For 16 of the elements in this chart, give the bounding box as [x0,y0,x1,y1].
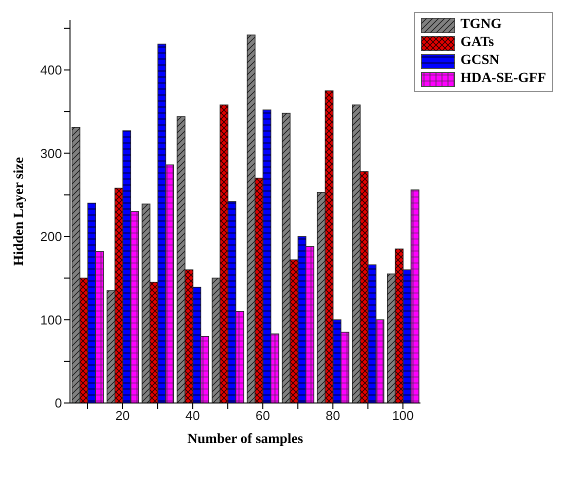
legend-label: HDA-SE-GFF [460,71,546,87]
legend-label: TGNG [460,17,502,33]
y-axis-title: Hidden Layer size [12,157,27,266]
y-tick-label: 300 [40,146,62,161]
y-tick-label: 400 [40,62,62,78]
x-tick-label: 100 [392,408,414,424]
y-tick-label: 100 [40,312,62,328]
legend-label: GCSN [460,53,500,69]
x-tick-label: 60 [256,408,270,424]
legend-label: GATs [460,35,494,51]
x-tick-label: 20 [115,408,130,424]
x-axis-title: Number of samples [187,432,304,447]
y-tick-label: 0 [54,396,62,411]
x-tick-label: 80 [326,408,340,424]
x-tick-label: 40 [185,408,200,424]
y-tick-label: 200 [40,229,62,244]
